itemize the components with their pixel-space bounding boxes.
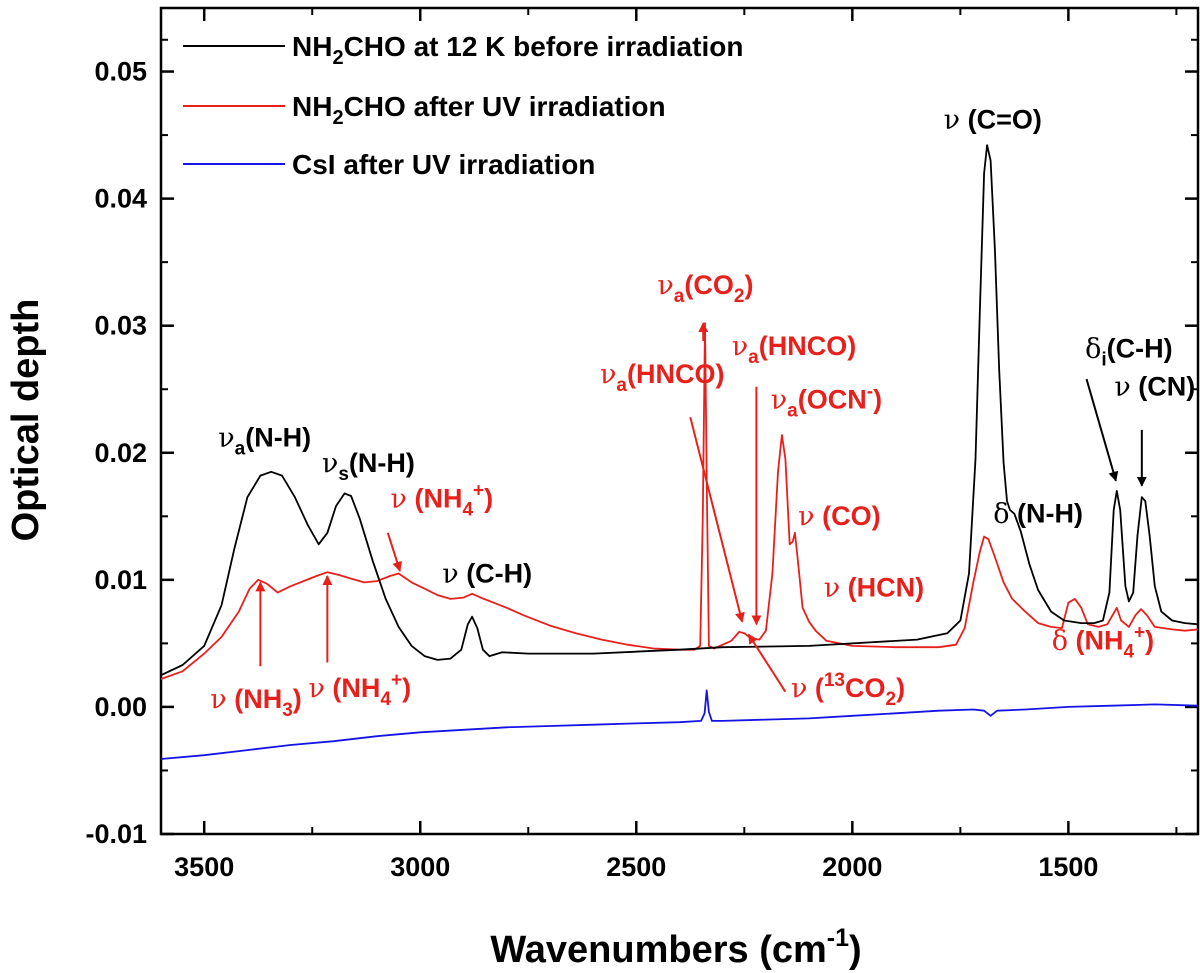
x-tick-label: 3500 bbox=[174, 852, 234, 882]
annotation-arrow bbox=[1085, 378, 1119, 482]
y-tick-label: -0.01 bbox=[85, 819, 147, 849]
y-tick-label: 0.05 bbox=[94, 57, 147, 87]
peak-label: δ (NH4+) bbox=[1052, 623, 1154, 663]
peak-label: ν (NH4+) bbox=[308, 670, 411, 710]
legend-label: CsI after UV irradiation bbox=[292, 149, 595, 180]
peak-label: ν (C-H) bbox=[442, 558, 532, 589]
legend-label: NH2CHO after UV irradiation bbox=[292, 91, 666, 129]
y-tick-label: 0.04 bbox=[94, 184, 147, 214]
peak-label: ν (C=O) bbox=[944, 105, 1042, 136]
y-tick-label: 0.03 bbox=[94, 311, 147, 341]
peak-label: ν (CN) bbox=[1114, 372, 1195, 403]
peak-label: ν (NH3) bbox=[210, 684, 302, 721]
series-line-csi bbox=[160, 689, 1199, 760]
x-tick-label: 2000 bbox=[822, 852, 882, 882]
legend-label: NH2CHO at 12 K before irradiation bbox=[292, 31, 743, 69]
annotation-arrow bbox=[689, 416, 745, 623]
x-axis-title: Wavenumbers (cm-1) bbox=[490, 924, 861, 971]
peak-label: ν (CO) bbox=[798, 501, 880, 532]
y-tick-label: 0.02 bbox=[94, 438, 147, 468]
peak-label: νa(HNCO) bbox=[732, 331, 856, 368]
series-line-before-irradiation bbox=[160, 144, 1199, 677]
y-tick-label: 0.00 bbox=[94, 692, 147, 722]
annotation-arrow bbox=[747, 633, 787, 693]
peak-label: ν (NH4+) bbox=[391, 480, 494, 520]
annotation-arrow bbox=[386, 532, 402, 572]
peak-label: ν (13CO2) bbox=[791, 670, 905, 710]
peak-label: δ (N-H) bbox=[993, 499, 1083, 530]
peak-label: νa(OCN-) bbox=[771, 381, 882, 421]
peak-label: δi(C-H) bbox=[1085, 333, 1173, 370]
peak-label: νa(N-H) bbox=[218, 422, 311, 459]
x-tick-label: 1500 bbox=[1038, 852, 1098, 882]
peak-label: νa(HNCO) bbox=[600, 359, 724, 396]
peak-label: νa(CO2) bbox=[657, 270, 753, 307]
x-tick-label: 3000 bbox=[390, 852, 450, 882]
x-tick-label: 2500 bbox=[606, 852, 666, 882]
y-tick-label: 0.01 bbox=[94, 565, 147, 595]
peak-label: νs(N-H) bbox=[322, 448, 415, 485]
plot-frame bbox=[159, 6, 1200, 836]
peak-label: ν (HCN) bbox=[824, 572, 924, 603]
y-axis-title: Optical depth bbox=[5, 299, 47, 542]
